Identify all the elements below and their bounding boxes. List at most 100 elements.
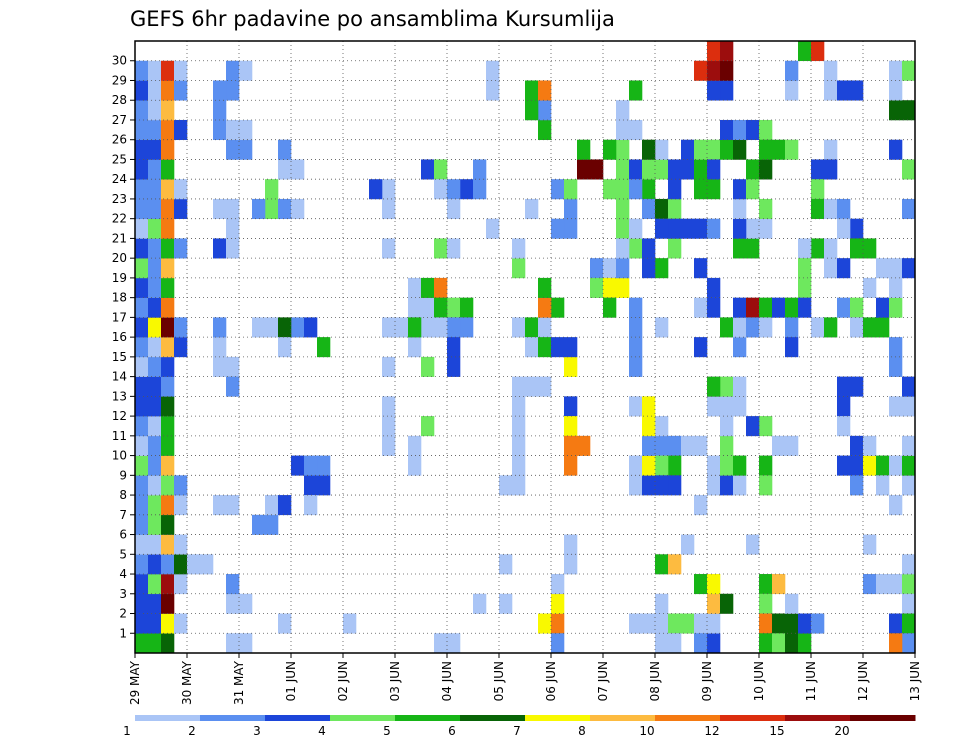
- heatmap-cell: [577, 139, 591, 160]
- heatmap-cell: [161, 277, 175, 298]
- heatmap-cell: [889, 100, 903, 121]
- heatmap-cell: [161, 238, 175, 259]
- heatmap-cell: [772, 435, 786, 456]
- heatmap-cell: [850, 80, 864, 101]
- heatmap-cell: [174, 119, 188, 141]
- heatmap-cell: [759, 119, 773, 141]
- heatmap-cell: [616, 179, 630, 200]
- heatmap-cell: [629, 396, 643, 417]
- heatmap-cell: [707, 633, 721, 654]
- heatmap-cell: [876, 317, 890, 338]
- y-axis: 1234567891011121314151617181920212223242…: [112, 54, 135, 640]
- heatmap-cell: [746, 534, 760, 555]
- heatmap-cell: [655, 258, 669, 279]
- heatmap-cell: [421, 277, 435, 298]
- heatmap-cell: [161, 317, 175, 338]
- heatmap-cell: [681, 435, 695, 456]
- heatmap-cell: [837, 297, 851, 318]
- heatmap-cell: [798, 238, 812, 259]
- heatmap-cell: [642, 435, 656, 456]
- heatmap-cell: [902, 554, 916, 575]
- heatmap-cell: [161, 139, 175, 160]
- heatmap-cell: [889, 60, 903, 81]
- heatmap-cell: [460, 297, 474, 318]
- heatmap-cell: [629, 297, 643, 318]
- heatmap-cell: [629, 613, 643, 634]
- heatmap-cell: [278, 198, 292, 219]
- heatmap-cell: [408, 297, 422, 318]
- heatmap-cell: [759, 574, 773, 595]
- y-tick-label: 9: [119, 468, 127, 482]
- heatmap-cell: [668, 179, 682, 200]
- heatmap-cell: [655, 317, 669, 338]
- heatmap-cell: [148, 218, 162, 239]
- y-tick-label: 14: [112, 370, 127, 384]
- heatmap-cell: [876, 297, 890, 318]
- heatmap-cell: [161, 100, 175, 121]
- heatmap-cell: [148, 376, 162, 397]
- heatmap-cell: [902, 435, 916, 456]
- heatmap-cell: [135, 534, 149, 555]
- x-tick-label: 05 JUN: [492, 661, 506, 701]
- heatmap-cell: [720, 41, 734, 62]
- heatmap-cell: [447, 633, 461, 654]
- heatmap-cell: [538, 317, 552, 338]
- heatmap-cell: [252, 198, 266, 219]
- heatmap-cell: [161, 554, 175, 575]
- heatmap-cell: [486, 218, 500, 239]
- heatmap-cell: [382, 179, 396, 200]
- heatmap-cell: [863, 534, 877, 555]
- heatmap-cell: [850, 435, 864, 456]
- heatmap-cell: [525, 376, 539, 397]
- x-tick-label: 09 JUN: [700, 661, 714, 701]
- heatmap-cell: [135, 238, 149, 259]
- heatmap-cell: [486, 60, 500, 81]
- y-tick-label: 3: [119, 587, 127, 601]
- heatmap-cell: [473, 179, 487, 200]
- heatmap-cell: [681, 534, 695, 555]
- heatmap-cell: [577, 159, 591, 180]
- heatmap-cell: [525, 198, 539, 219]
- heatmap-cell: [733, 396, 747, 417]
- heatmap-cell: [161, 416, 175, 437]
- heatmap-cell: [148, 80, 162, 101]
- y-tick-label: 17: [112, 310, 127, 324]
- heatmap-cell: [564, 435, 578, 456]
- heatmap-cell: [616, 277, 630, 298]
- heatmap-cell: [681, 159, 695, 180]
- colorbar-label: 3: [253, 724, 261, 738]
- heatmap-cell: [785, 633, 799, 654]
- heatmap-cell: [226, 495, 240, 516]
- heatmap-cell: [161, 376, 175, 397]
- heatmap-cell: [499, 593, 513, 614]
- heatmap-cell: [733, 119, 747, 141]
- heatmap-cell: [278, 317, 292, 338]
- x-tick-label: 29 MAY: [128, 660, 142, 705]
- heatmap-cell: [382, 198, 396, 219]
- heatmap-cell: [642, 416, 656, 437]
- heatmap-cell: [668, 159, 682, 180]
- heatmap-cell: [148, 100, 162, 121]
- heatmap-cell: [434, 317, 448, 338]
- heatmap-cell: [265, 198, 279, 219]
- heatmap-cell: [824, 139, 838, 160]
- heatmap-cell: [811, 317, 825, 338]
- heatmap-cell: [161, 119, 175, 141]
- heatmap-cell: [291, 455, 305, 476]
- heatmap-cell: [161, 159, 175, 180]
- heatmap-cell: [512, 317, 526, 338]
- heatmap-cell: [135, 554, 149, 575]
- heatmap-cell: [629, 179, 643, 200]
- heatmap-cell: [889, 396, 903, 417]
- heatmap-cell: [538, 613, 552, 634]
- heatmap-cell: [707, 574, 721, 595]
- heatmap-cell: [694, 139, 708, 160]
- heatmap-cell: [148, 258, 162, 279]
- heatmap-cell: [889, 297, 903, 318]
- heatmap-cell: [811, 41, 825, 62]
- heatmap-cell: [135, 495, 149, 516]
- heatmap-cell: [629, 356, 643, 377]
- heatmap-cell: [226, 238, 240, 259]
- heatmap-cell: [642, 179, 656, 200]
- heatmap-cell: [174, 80, 188, 101]
